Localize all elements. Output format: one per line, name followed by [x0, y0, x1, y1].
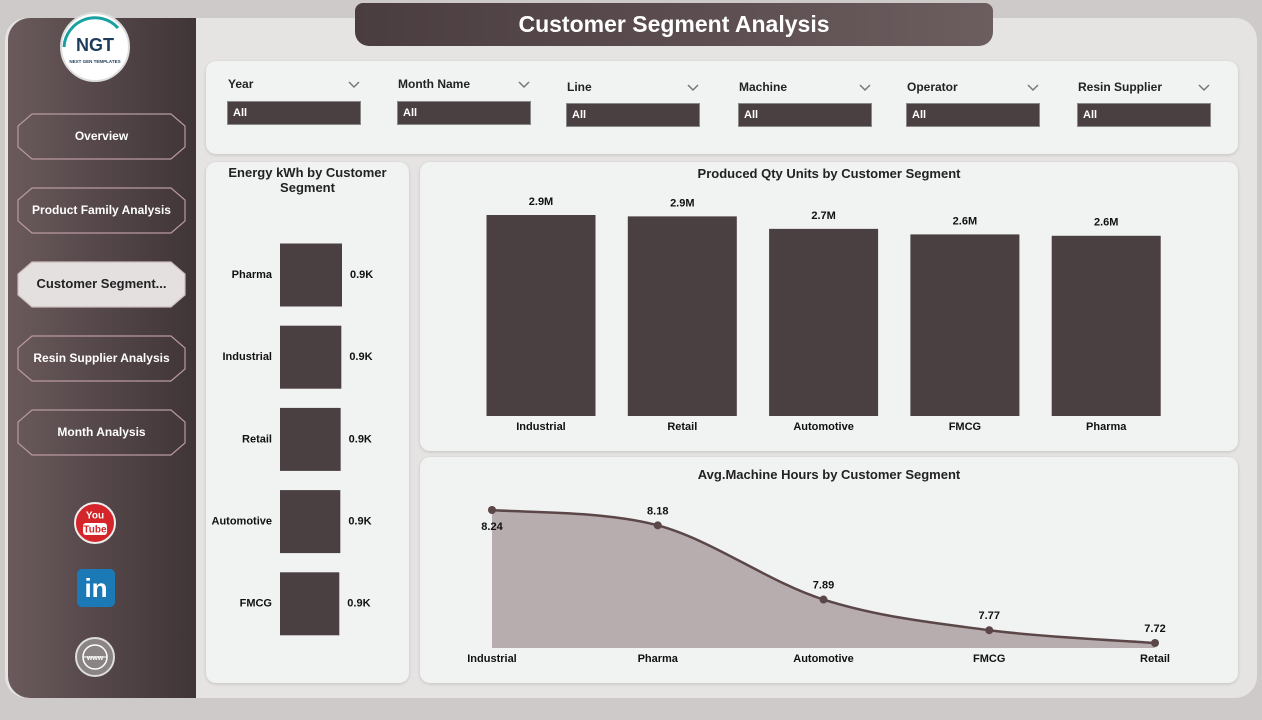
logo-name: NGT — [76, 35, 114, 55]
data-label: 8.18 — [647, 505, 668, 517]
filter-dropdown[interactable]: All — [227, 101, 361, 125]
filter-label: Year — [228, 77, 254, 91]
category-label: FMCG — [949, 421, 981, 433]
filter-value: All — [912, 109, 927, 121]
category-label: Retail — [242, 433, 272, 445]
filter-value: All — [1083, 109, 1098, 121]
bar — [486, 215, 596, 416]
data-label: 2.6M — [953, 215, 977, 227]
category-label: Pharma — [638, 653, 679, 665]
linkedin-text: in — [84, 573, 107, 603]
point — [488, 506, 496, 514]
chart-title: Avg.Machine Hours by Customer Segment — [697, 467, 961, 482]
point — [1151, 639, 1159, 647]
chart-title: Produced Qty Units by Customer Segment — [697, 166, 961, 181]
nav-item[interactable]: Overview — [74, 129, 129, 143]
point — [819, 595, 828, 604]
bar — [280, 243, 342, 307]
nav-shape — [17, 335, 186, 382]
bar — [280, 325, 342, 389]
data-label: 7.72 — [1144, 623, 1165, 635]
bar — [627, 216, 737, 416]
bar — [280, 407, 341, 471]
filter-value: All — [572, 109, 587, 121]
bar — [280, 490, 341, 554]
chart: 8.24 Industrial 8.18 Pharma 7.89 Automotive 7.… — [467, 505, 1170, 665]
nav-shape — [17, 113, 186, 160]
data-label: 7.89 — [813, 579, 834, 591]
chart-panel: Produced Qty Units by Customer Segment I… — [420, 162, 1238, 451]
nav-item[interactable]: Product Family Analysis — [32, 203, 171, 217]
sidebar-shapes: NGT NEXT GEN TEMPLATES You Tube in www — [17, 12, 186, 677]
youtube-tube-bg — [83, 523, 107, 535]
point — [653, 521, 662, 530]
web-text: www — [86, 655, 104, 662]
filter-dropdown[interactable]: All — [1077, 103, 1211, 127]
data-label: 0.9K — [349, 433, 372, 445]
chart: Industrial 2.9M Retail 2.9M Automotive 2.7M FM… — [486, 196, 1161, 433]
bar — [910, 234, 1020, 416]
category-label: Pharma — [232, 269, 273, 281]
filter-panel — [206, 61, 1238, 154]
filter-value: All — [233, 107, 248, 119]
data-label: 0.9K — [348, 516, 371, 528]
category-label: Industrial — [222, 351, 272, 363]
category-label: Automotive — [793, 421, 854, 433]
title-tab — [355, 3, 993, 46]
category-label: Retail — [1140, 653, 1170, 665]
logo-swoosh — [62, 16, 120, 48]
linkedin-icon[interactable] — [77, 569, 115, 607]
chart-title: Energy kWh by Customer Segment — [228, 165, 387, 195]
filter-label: Operator — [907, 80, 958, 94]
nav-item[interactable]: Resin Supplier Analysis — [33, 351, 170, 365]
bar — [769, 228, 879, 416]
category-label: Pharma — [1086, 421, 1127, 433]
filter-dropdown[interactable]: All — [397, 101, 531, 125]
data-label: 0.9K — [350, 269, 373, 281]
page-title: Customer Segment Analysis — [518, 11, 830, 37]
filter-label: Month Name — [398, 77, 470, 91]
logo-circle — [60, 12, 130, 82]
filter-label: Line — [567, 80, 592, 94]
nav-shape — [17, 409, 186, 456]
nav-item[interactable]: Month Analysis — [57, 425, 146, 439]
category-label: FMCG — [240, 598, 272, 610]
youtube-text: Tube — [83, 525, 107, 536]
category-label: FMCG — [973, 653, 1005, 665]
chart: Pharma 0.9K Industrial 0.9K Retail 0.9K Automo… — [212, 243, 373, 636]
bar — [280, 572, 340, 636]
category-label: Industrial — [516, 421, 566, 433]
chart-panel: Avg.Machine Hours by Customer Segment 8.… — [420, 457, 1238, 683]
youtube-text: You — [86, 511, 104, 522]
area — [492, 510, 1155, 648]
nav-item-active[interactable]: Customer Segment... — [36, 276, 167, 291]
filter-value: All — [403, 107, 418, 119]
data-label: 0.9K — [349, 351, 372, 363]
nav-shape-active — [17, 261, 186, 308]
filter-dropdown[interactable]: All — [906, 103, 1040, 127]
nav-shapes — [17, 113, 186, 456]
data-label: 8.24 — [481, 521, 503, 533]
data-label: 7.77 — [979, 610, 1000, 622]
filter-label: Resin Supplier — [1078, 80, 1163, 94]
category-label: Industrial — [467, 653, 517, 665]
nav-shape — [17, 187, 186, 234]
data-label: 2.9M — [670, 197, 694, 209]
data-label: 2.6M — [1094, 217, 1118, 229]
data-label: 2.7M — [811, 210, 835, 222]
data-label: 2.9M — [529, 196, 553, 208]
category-label: Automotive — [212, 516, 273, 528]
filter-dropdown[interactable]: All — [566, 103, 700, 127]
filter-dropdown[interactable]: All — [738, 103, 872, 127]
filter-value: All — [744, 109, 759, 121]
data-label: 0.9K — [347, 598, 370, 610]
chart-panel: Energy kWh by Customer Segment Pharma 0.9… — [206, 162, 409, 683]
filter-label: Machine — [739, 80, 788, 94]
category-label: Automotive — [793, 653, 854, 665]
logo-tagline: NEXT GEN TEMPLATES — [69, 59, 120, 64]
category-label: Retail — [667, 421, 697, 433]
bar — [1051, 235, 1161, 416]
point — [985, 626, 994, 635]
